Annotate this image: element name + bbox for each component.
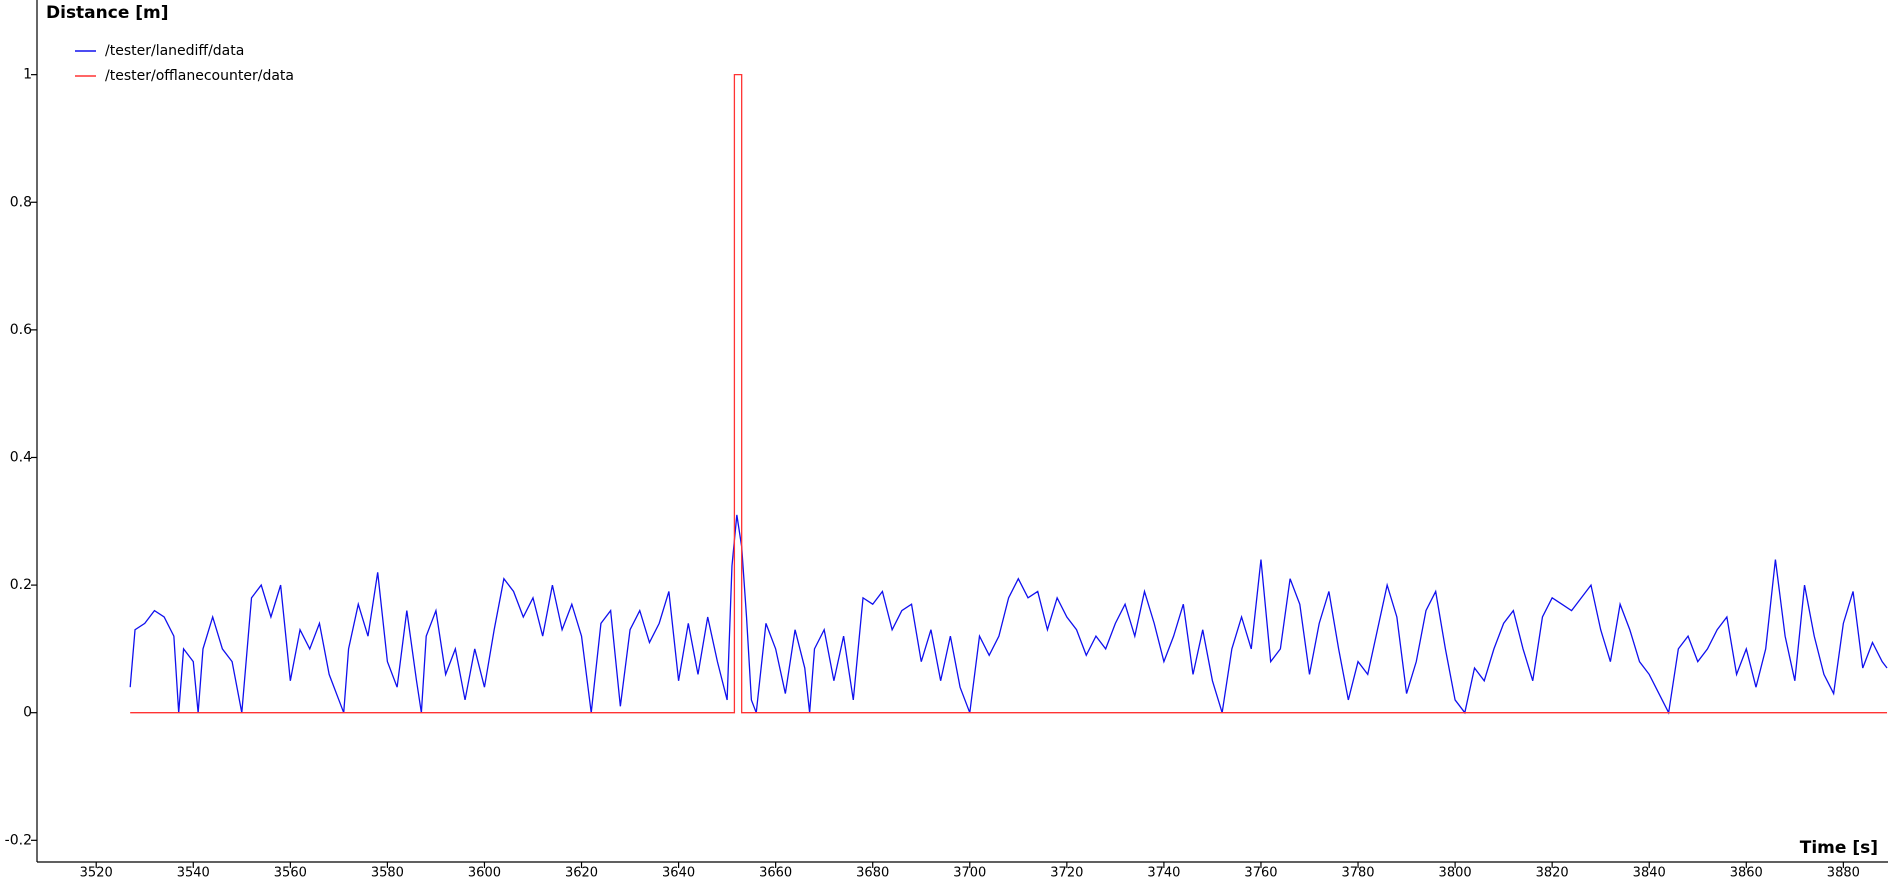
y-tick-label: 0 [23, 705, 32, 721]
y-tick-label: 0.6 [10, 322, 32, 338]
x-tick-label: 3520 [80, 866, 113, 881]
x-tick-label: 3660 [759, 866, 792, 881]
x-tick-label: 3580 [371, 866, 404, 881]
x-tick-label: 3840 [1633, 866, 1666, 881]
x-tick-label: 3700 [953, 866, 986, 881]
x-tick-label: 3860 [1730, 866, 1763, 881]
legend-label: /tester/lanediff/data [105, 43, 244, 59]
x-tick-label: 3800 [1439, 866, 1472, 881]
y-tick-label: 0.4 [10, 449, 32, 465]
x-tick-label: 3720 [1050, 866, 1083, 881]
x-tick-label: 3820 [1536, 866, 1569, 881]
x-tick-label: 3600 [468, 866, 501, 881]
y-axis-title: Distance [m] [46, 3, 169, 23]
x-tick-label: 3560 [274, 866, 307, 881]
y-tick-label: 1 [23, 67, 32, 83]
x-tick-label: 3760 [1244, 866, 1277, 881]
x-tick-label: 3540 [177, 866, 210, 881]
x-tick-label: 3780 [1341, 866, 1374, 881]
y-tick-label: 0.8 [10, 194, 32, 210]
y-tick-label: 0.2 [10, 577, 32, 593]
x-axis-title: Time [s] [1800, 838, 1878, 858]
x-tick-label: 3880 [1827, 866, 1860, 881]
x-tick-label: 3680 [856, 866, 889, 881]
legend-label: /tester/offlanecounter/data [105, 68, 294, 84]
x-tick-label: 3740 [1147, 866, 1180, 881]
series-line [130, 74, 1888, 714]
series-line [129, 514, 1888, 715]
x-tick-label: 3640 [662, 866, 695, 881]
y-tick-label: -0.2 [5, 832, 32, 848]
x-tick-label: 3620 [565, 866, 598, 881]
